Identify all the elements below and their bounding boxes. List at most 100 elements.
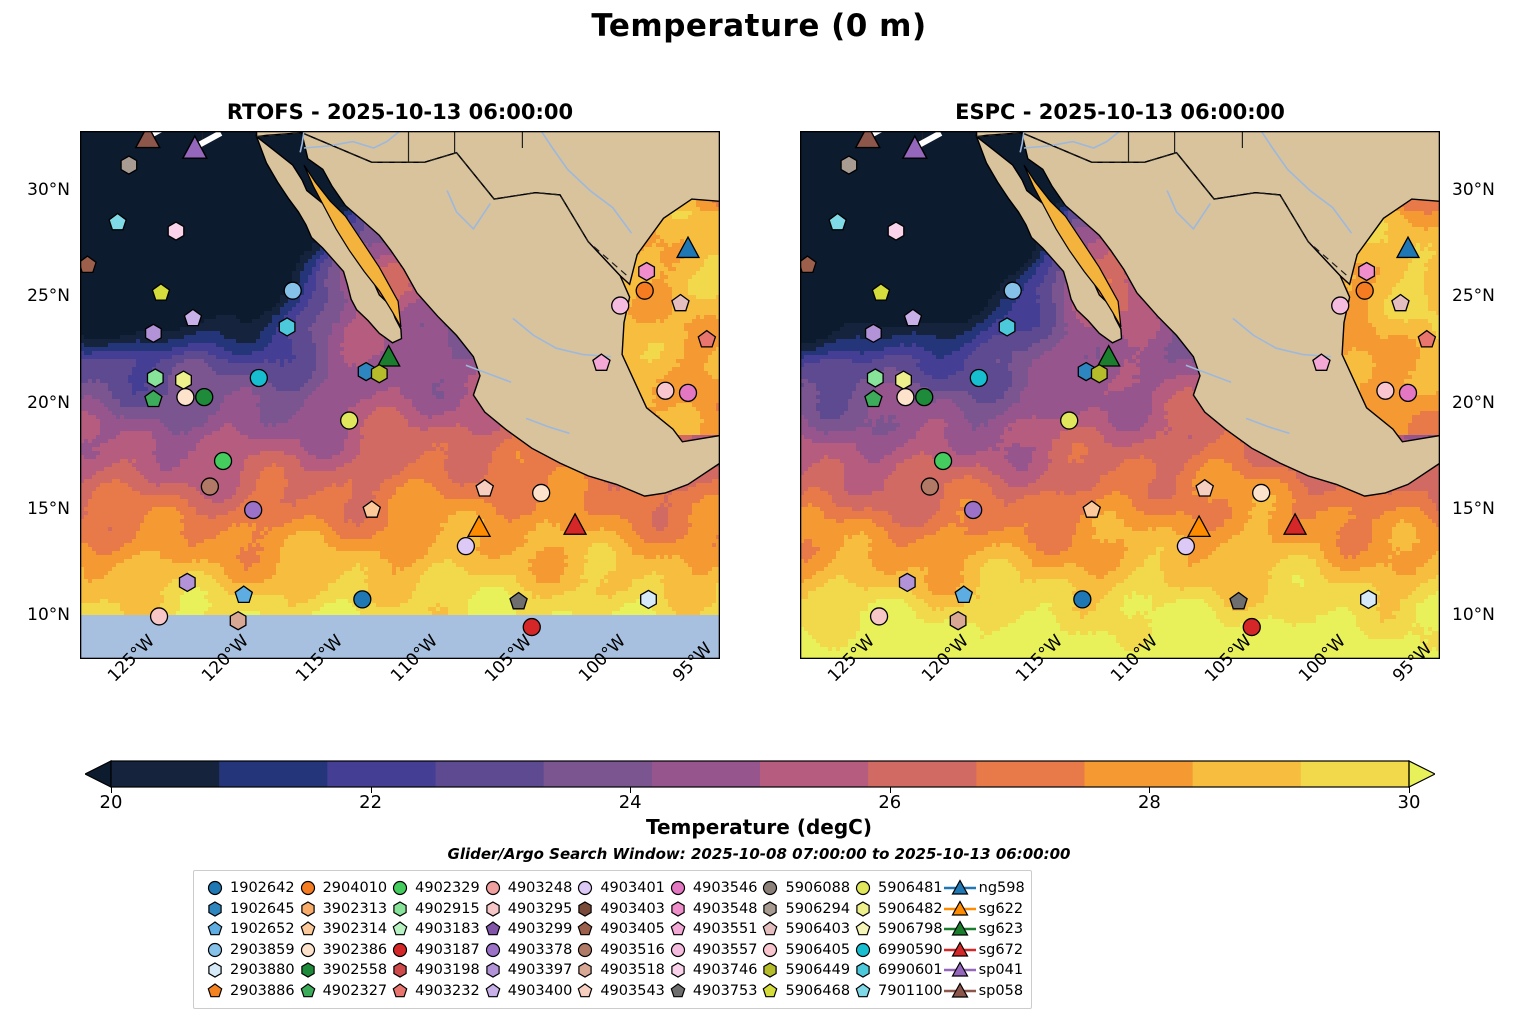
map-marker[interactable] — [1360, 589, 1377, 610]
map-marker[interactable] — [1355, 281, 1374, 300]
legend-item[interactable]: 5906482 — [850, 899, 943, 920]
map-marker[interactable] — [896, 387, 915, 407]
legend-item[interactable]: 5906403 — [757, 919, 850, 940]
legend-item[interactable]: 4903551 — [665, 919, 757, 940]
legend-item[interactable]: 5906468 — [757, 981, 850, 1002]
legend-item[interactable]: 4903403 — [572, 899, 665, 920]
legend-item[interactable]: 4903295 — [480, 899, 572, 920]
map-marker[interactable] — [1090, 363, 1108, 384]
map-marker[interactable] — [671, 293, 690, 312]
map-marker[interactable] — [933, 451, 953, 471]
legend-item[interactable]: 3902314 — [295, 919, 387, 940]
map-marker[interactable] — [611, 296, 630, 315]
legend-item[interactable]: ng598 — [943, 878, 1025, 899]
map-marker[interactable] — [697, 329, 717, 348]
map-marker[interactable] — [915, 387, 934, 407]
map-marker[interactable] — [828, 212, 847, 231]
legend-item[interactable]: 4903557 — [665, 940, 757, 961]
map-marker[interactable] — [509, 591, 528, 610]
map-marker[interactable] — [592, 353, 611, 371]
legend-item[interactable]: 3902386 — [295, 940, 387, 961]
legend-item[interactable]: 2903859 — [202, 940, 295, 961]
legend-item[interactable]: 6990590 — [850, 940, 943, 961]
map-marker[interactable] — [964, 500, 983, 520]
legend-item[interactable]: 2903886 — [202, 981, 295, 1002]
map-marker[interactable] — [1096, 344, 1121, 367]
map-marker[interactable] — [466, 514, 492, 537]
legend-item[interactable]: 4903753 — [665, 981, 757, 1002]
map-marker[interactable] — [887, 221, 905, 241]
map-marker[interactable] — [176, 387, 195, 407]
legend-item[interactable]: 4902329 — [387, 878, 480, 899]
map-marker[interactable] — [522, 617, 541, 637]
map-marker[interactable] — [120, 155, 138, 175]
legend-item[interactable]: 4903548 — [665, 899, 757, 920]
map-marker[interactable] — [1376, 381, 1395, 400]
map-marker[interactable] — [678, 383, 698, 403]
map-marker[interactable] — [895, 370, 912, 390]
legend-item[interactable]: 4903198 — [387, 960, 480, 981]
map-marker[interactable] — [213, 451, 233, 471]
legend-item[interactable]: 1902645 — [202, 899, 295, 920]
map-marker[interactable] — [475, 478, 495, 497]
map-marker[interactable] — [1252, 483, 1271, 503]
legend-item[interactable]: 2903880 — [202, 960, 295, 981]
map-marker[interactable] — [954, 585, 974, 604]
map-marker[interactable] — [144, 323, 162, 344]
legend-item[interactable]: sp058 — [943, 981, 1025, 1002]
legend-item[interactable]: 4903516 — [572, 940, 665, 961]
legend-item[interactable]: 5906798 — [850, 919, 943, 940]
map-marker[interactable] — [562, 512, 588, 535]
map-marker[interactable] — [283, 281, 302, 300]
legend-item[interactable]: 4903299 — [480, 919, 572, 940]
legend-item[interactable]: 4903400 — [480, 981, 572, 1002]
map-marker[interactable] — [178, 572, 196, 593]
map-marker[interactable] — [1186, 514, 1212, 537]
map-marker[interactable] — [864, 323, 882, 344]
map-marker[interactable] — [1331, 296, 1350, 315]
legend-item[interactable]: 2904010 — [295, 878, 387, 899]
map-marker[interactable] — [200, 477, 220, 496]
legend-item[interactable]: sg623 — [943, 919, 1025, 940]
legend-item[interactable]: 4903405 — [572, 919, 665, 940]
map-marker[interactable] — [234, 585, 254, 604]
map-marker[interactable] — [1176, 537, 1196, 556]
map-marker[interactable] — [1358, 261, 1376, 282]
map-marker[interactable] — [840, 155, 858, 175]
map-marker[interactable] — [640, 589, 657, 610]
map-marker[interactable] — [1242, 617, 1261, 637]
map-marker[interactable] — [1312, 353, 1331, 371]
map-marker[interactable] — [249, 368, 268, 388]
legend-item[interactable]: 4903378 — [480, 940, 572, 961]
map-marker[interactable] — [635, 281, 654, 300]
map-marker[interactable] — [144, 389, 163, 408]
map-marker[interactable] — [1073, 590, 1092, 609]
map-marker[interactable] — [183, 308, 203, 327]
map-marker[interactable] — [108, 212, 127, 231]
map-panel-espc[interactable] — [800, 131, 1440, 659]
map-marker[interactable] — [195, 387, 214, 407]
legend-item[interactable]: 4903248 — [480, 878, 572, 899]
map-marker[interactable] — [532, 483, 551, 503]
map-marker[interactable] — [903, 308, 923, 327]
map-marker[interactable] — [656, 381, 675, 400]
glider-marker[interactable] — [901, 134, 928, 159]
map-marker[interactable] — [898, 572, 916, 593]
map-marker[interactable] — [869, 607, 889, 626]
map-marker[interactable] — [175, 370, 192, 390]
map-marker[interactable] — [1060, 411, 1079, 430]
legend-item[interactable]: 6990601 — [850, 960, 943, 981]
legend-item[interactable]: 4903183 — [387, 919, 480, 940]
glider-marker[interactable] — [134, 131, 161, 149]
legend-item[interactable]: 5906481 — [850, 878, 943, 899]
map-marker[interactable] — [456, 537, 476, 556]
legend-item[interactable]: 4902915 — [387, 899, 480, 920]
map-marker[interactable] — [229, 610, 247, 631]
map-marker[interactable] — [340, 411, 359, 430]
legend-item[interactable]: 5906405 — [757, 940, 850, 961]
legend-item[interactable]: 5906449 — [757, 960, 850, 981]
map-marker[interactable] — [167, 221, 185, 241]
map-marker[interactable] — [244, 500, 263, 520]
legend-item[interactable]: 5906088 — [757, 878, 850, 899]
legend-item[interactable]: 5906294 — [757, 899, 850, 920]
